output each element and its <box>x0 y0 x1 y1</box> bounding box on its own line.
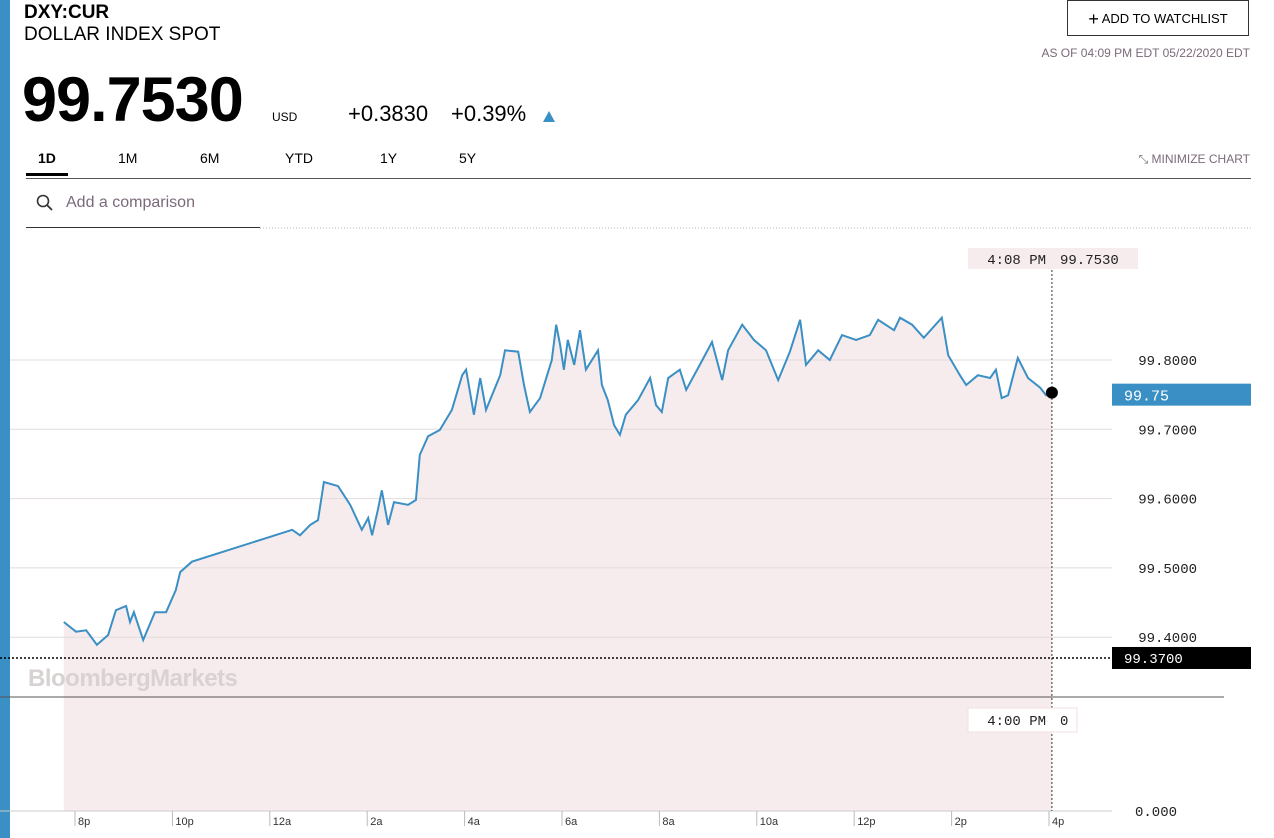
y-tick-label: 99.5000 <box>1138 562 1197 578</box>
comparison-search[interactable]: Add a comparison <box>26 186 260 228</box>
y-tick-label: 99.8000 <box>1138 354 1197 370</box>
up-arrow <box>543 111 555 122</box>
x-tick-label: 2p <box>955 816 967 828</box>
comparison-placeholder: Add a comparison <box>66 194 195 211</box>
tab[interactable]: YTD <box>285 150 313 166</box>
crosshair-time: 4:08 PM <box>987 253 1046 269</box>
volume-tooltip <box>967 707 1078 733</box>
last-tag <box>1112 383 1251 406</box>
tab-bar: 1D 1M 6M YTD 1Y 5Y <box>26 150 1251 179</box>
minimize-label: MINIMIZE CHART <box>1151 152 1250 166</box>
last-point <box>1045 386 1058 399</box>
x-tick-label: 2a <box>370 816 383 828</box>
x-tick-label: 8a <box>662 816 675 828</box>
tab[interactable]: 1Y <box>380 150 398 166</box>
x-tick-label: 10a <box>760 816 779 828</box>
crosshair-tooltip <box>968 248 1138 269</box>
previous-close-tag <box>1112 646 1251 669</box>
volume-axis-label: 0.000 <box>1135 805 1177 821</box>
x-tick-label: 6a <box>565 816 578 828</box>
currency: USD <box>272 110 298 124</box>
y-tick-label: 99.6000 <box>1138 493 1197 509</box>
watchlist-button[interactable]: + ADD TO WATCHLIST <box>1067 0 1249 36</box>
previous-close-label: 99.3700 <box>1124 652 1183 668</box>
x-tick-label: 4p <box>1052 816 1064 828</box>
crosshair-value: 99.7530 <box>1060 253 1119 269</box>
x-tick-label: 4a <box>468 816 481 828</box>
x-tick-label: 8p <box>78 816 90 828</box>
side-bar <box>0 0 10 838</box>
y-tick-label: 99.4000 <box>1138 631 1197 647</box>
price-line <box>63 315 1053 647</box>
x-tick-label: 10p <box>175 816 193 828</box>
instrument-name: DOLLAR INDEX SPOT <box>24 24 221 45</box>
minimize-chart[interactable]: ⤡ MINIMIZE CHART <box>1138 152 1250 166</box>
watchlist-label: ADD TO WATCHLIST <box>1101 11 1228 26</box>
x-tick-label: 12p <box>857 816 875 828</box>
y-tick-label: 99.7000 <box>1138 423 1197 439</box>
ticker: DXY:CUR <box>24 2 110 23</box>
volume-time: 4:00 PM <box>987 714 1046 730</box>
search-icon <box>36 194 53 211</box>
watermark: BloombergMarkets <box>28 665 238 692</box>
volume-value: 0 <box>1060 714 1068 730</box>
x-tick-label: 12a <box>273 816 292 828</box>
tab[interactable]: 1D <box>26 150 68 176</box>
tab[interactable]: 6M <box>200 150 220 166</box>
area <box>63 317 1052 811</box>
change: +0.3830 <box>348 101 429 126</box>
price: 99.7530 <box>22 65 244 135</box>
change-pct: +0.39% <box>451 101 527 126</box>
as-of: AS OF 04:09 PM EDT 05/22/2020 EDT <box>1041 46 1250 60</box>
last-tag-label: 99.75 <box>1124 389 1169 406</box>
tab[interactable]: 1M <box>118 150 138 166</box>
tab[interactable]: 5Y <box>459 150 477 166</box>
